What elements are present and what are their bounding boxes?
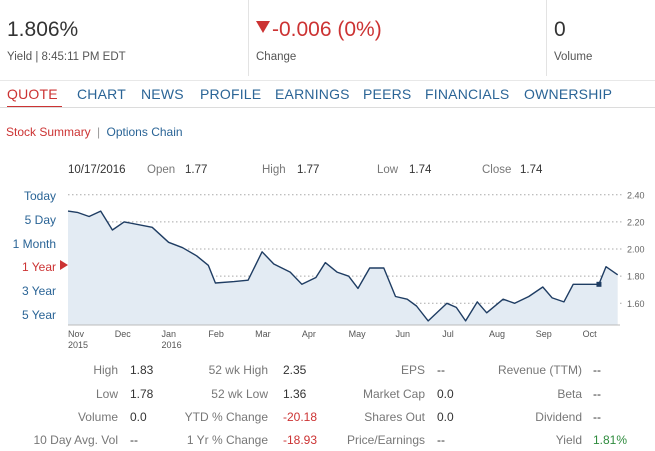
y-tick-label: 1.60: [627, 299, 645, 309]
stat-52wk-high-label: 52 wk High: [208, 363, 268, 377]
tab-ownership[interactable]: OWNERSHIP: [524, 86, 613, 102]
stat-shares-out-label: Shares Out: [364, 410, 425, 424]
stat-avg-vol-value: --: [130, 433, 138, 447]
stat-shares-out-value: 0.0: [437, 410, 454, 424]
stat-market-cap-label: Market Cap: [362, 387, 425, 401]
stat-market-cap-value: 0.0: [437, 387, 454, 401]
stat-high-value: 1.83: [130, 363, 154, 377]
area-fill: [68, 211, 618, 325]
x-tick-label: Jul: [442, 329, 454, 339]
stat-dividend-value: --: [593, 410, 601, 424]
data-marker: [596, 281, 602, 287]
x-tick-label: Feb: [208, 329, 224, 339]
volume-cell: 0 Volume: [546, 0, 655, 76]
range-5-year[interactable]: 5 Year: [21, 308, 56, 322]
x-tick-label: Dec: [115, 329, 132, 339]
change-subtext: Change: [256, 51, 297, 63]
x-tick-label: Mar: [255, 329, 271, 339]
down-triangle-icon: [256, 21, 270, 33]
low-label: Low: [377, 164, 399, 176]
stat-pe-value: --: [437, 433, 445, 447]
x-tick-label: Aug: [489, 329, 505, 339]
stat-1yr-change-label: 1 Yr % Change: [186, 433, 268, 447]
range-3-year[interactable]: 3 Year: [21, 284, 56, 298]
stat-volume-value: 0.0: [130, 410, 147, 424]
tab-profile[interactable]: PROFILE: [200, 86, 262, 102]
range-1-year[interactable]: 1 Year: [21, 260, 56, 274]
close-label: Close: [482, 164, 512, 176]
change-cell: -0.006 (0%) Change: [248, 0, 546, 76]
stat-volume-label: Volume: [77, 410, 118, 424]
low-value: 1.74: [409, 164, 432, 176]
stat-high-label: High: [93, 363, 118, 377]
close-value: 1.74: [520, 164, 543, 176]
stat-52wk-high-value: 2.35: [283, 363, 307, 377]
stat-eps-value: --: [437, 363, 445, 377]
tab-earnings[interactable]: EARNINGS: [275, 86, 350, 102]
high-value: 1.77: [297, 164, 320, 176]
stat-beta-value: --: [593, 387, 601, 401]
subtab-options-chain[interactable]: Options Chain: [106, 125, 183, 139]
series-line: [67, 210, 619, 322]
range-1-month[interactable]: 1 Month: [12, 237, 56, 251]
change-value-wrap: -0.006 (0%): [256, 18, 382, 42]
open-label: Open: [147, 164, 176, 176]
stat-52wk-low-label: 52 wk Low: [211, 387, 268, 401]
stat-low-label: Low: [95, 387, 118, 401]
stat-yield-value: 1.81%: [593, 433, 628, 447]
x-tick-label: May: [349, 329, 367, 339]
stat-beta-label: Beta: [557, 387, 582, 401]
x-tick-label: Nov: [68, 329, 85, 339]
y-tick-label: 2.40: [627, 190, 645, 200]
stat-1yr-change-value: -18.93: [283, 433, 318, 447]
x-tick-label: Oct: [583, 329, 598, 339]
subtabs: Stock Summary | Options Chain: [6, 125, 183, 139]
tabs-divider: [0, 107, 655, 108]
stat-ytd-change-label: YTD % Change: [184, 410, 268, 424]
subtab-stock-summary[interactable]: Stock Summary: [6, 125, 91, 139]
ohlc-date: 10/17/2016: [68, 164, 126, 176]
y-tick-label: 2.00: [627, 245, 645, 255]
tab-chart[interactable]: CHART: [77, 86, 126, 102]
x-tick-sublabel: 2016: [162, 340, 182, 350]
stat-avg-vol-label: 10 Day Avg. Vol: [33, 433, 118, 447]
stat-ytd-change-value: -20.18: [283, 410, 318, 424]
y-tick-label: 2.20: [627, 217, 645, 227]
header-divider: [0, 80, 655, 81]
volume-subtext: Volume: [554, 51, 593, 63]
price-cell: 1.806% Yield | 8:45:11 PM EDT: [0, 0, 248, 76]
active-range-arrow-icon: [60, 260, 68, 270]
main-tabs: QUOTE CHART NEWS PROFILE EARNINGS PEERS …: [0, 84, 655, 108]
x-tick-label: Jun: [395, 329, 410, 339]
stat-yield-label: Yield: [555, 433, 582, 447]
volume-value: 0: [554, 18, 566, 41]
subtab-separator: |: [97, 125, 101, 139]
price-value: 1.806%: [7, 18, 79, 41]
range-5-day[interactable]: 5 Day: [24, 213, 56, 227]
stat-revenue-label: Revenue (TTM): [497, 363, 582, 377]
x-tick-label: Apr: [302, 329, 316, 339]
y-tick-label: 1.80: [627, 272, 645, 282]
stat-dividend-label: Dividend: [535, 410, 582, 424]
tab-peers[interactable]: PEERS: [363, 86, 412, 102]
quote-header: 1.806% Yield | 8:45:11 PM EDT -0.006 (0%…: [0, 0, 655, 80]
range-today[interactable]: Today: [23, 189, 56, 203]
tab-news[interactable]: NEWS: [141, 86, 184, 102]
x-tick-label: Jan: [162, 329, 177, 339]
stat-low-value: 1.78: [130, 387, 154, 401]
high-label: High: [262, 164, 286, 176]
change-value: -0.006 (0%): [272, 18, 382, 41]
tab-quote[interactable]: QUOTE: [7, 86, 58, 102]
stat-revenue-value: --: [593, 363, 601, 377]
x-tick-sublabel: 2015: [68, 340, 88, 350]
x-tick-label: Sep: [536, 329, 552, 339]
stat-52wk-low-value: 1.36: [283, 387, 307, 401]
stat-pe-label: Price/Earnings: [346, 433, 425, 447]
tab-financials[interactable]: FINANCIALS: [425, 86, 510, 102]
open-value: 1.77: [185, 164, 208, 176]
stat-eps-label: EPS: [400, 363, 425, 377]
price-subtext: Yield | 8:45:11 PM EDT: [7, 51, 126, 63]
